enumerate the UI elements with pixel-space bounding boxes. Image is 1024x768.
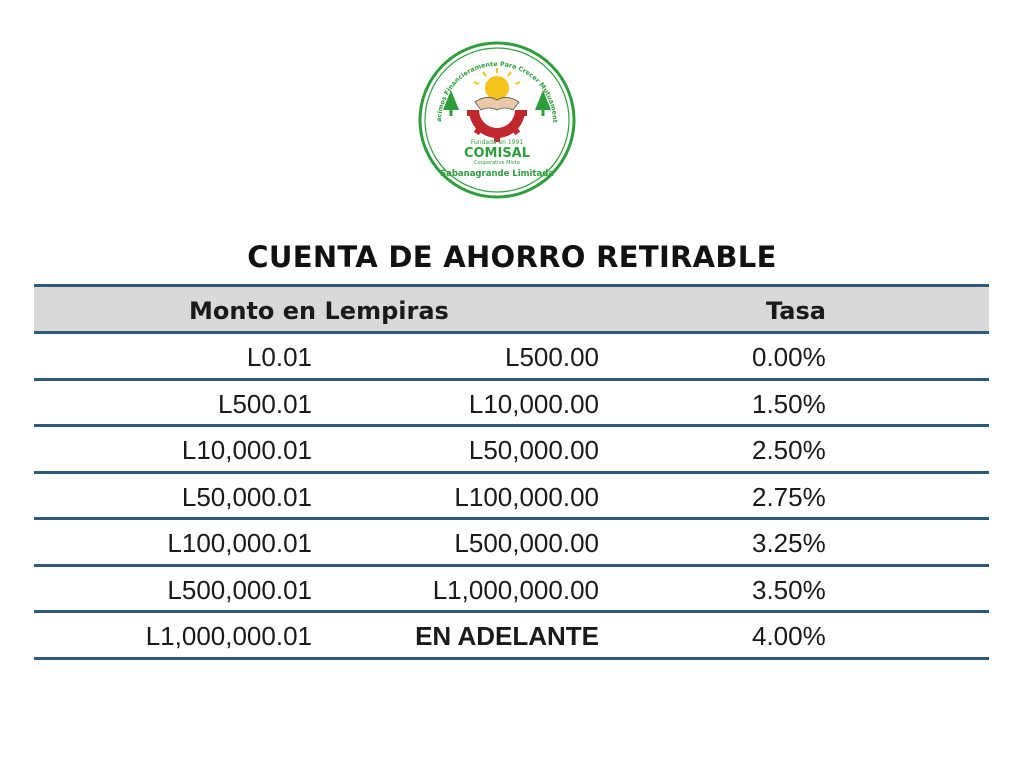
cell-from: L500.01 (218, 388, 312, 419)
cell-rate: 1.50% (752, 388, 826, 419)
page-title: CUENTA DE AHORRO RETIRABLE (247, 240, 777, 274)
cell-rate: 0.00% (752, 342, 826, 372)
comisal-logo: Nacimos Financieramente Para Crecer Mutu… (417, 40, 576, 199)
table-row: L0.01 L500.00 0.00% (34, 334, 989, 381)
cell-from: L1,000,000.01 (145, 621, 312, 651)
table-header: Monto en Lempiras Tasa (34, 284, 989, 334)
cell-from: L500,000.01 (167, 574, 312, 605)
table-row: L500,000.01 L1,000,000.00 3.50% (34, 567, 989, 613)
cell-to: L10,000.00 (468, 388, 599, 419)
cell-to: L50,000.00 (468, 435, 599, 465)
logo-bottom-text: Sabanagrande Limitada (440, 169, 554, 179)
table-row: L500.01 L10,000.00 1.50% (34, 381, 989, 427)
logo-name: COMISAL (464, 146, 530, 161)
logo-founded: Fundada en 1991 (471, 139, 523, 146)
cell-to: L100,000.00 (454, 481, 599, 512)
cell-from: L100,000.01 (167, 528, 312, 558)
table-row: L10,000.01 L50,000.00 2.50% (34, 427, 989, 474)
cell-to: L500,000.00 (454, 528, 599, 558)
table-row: L1,000,000.01 EN ADELANTE 4.00% (34, 613, 989, 660)
tree-icon (535, 90, 551, 116)
tree-icon (443, 90, 459, 116)
sun-icon (473, 68, 521, 100)
logo-subtitle: Cooperative Mixta (474, 160, 520, 166)
rates-table: Monto en Lempiras Tasa L0.01 L500.00 0.0… (34, 284, 989, 660)
table-row: L50,000.01 L100,000.00 2.75% (34, 474, 989, 520)
cell-from: L50,000.01 (181, 481, 312, 512)
cell-to: EN ADELANTE (415, 621, 599, 651)
cell-rate: 2.50% (752, 435, 826, 465)
table-row: L100,000.01 L500,000.00 3.25% (34, 520, 989, 567)
cell-rate: 3.25% (752, 528, 826, 558)
header-monto: Monto en Lempiras (189, 297, 449, 325)
cell-to: L1,000,000.00 (432, 574, 599, 605)
gear-icon (467, 110, 527, 142)
cell-to: L500.00 (505, 342, 599, 372)
cell-rate: 2.75% (752, 481, 826, 512)
handshake-icon (474, 97, 520, 111)
cell-rate: 3.50% (752, 574, 826, 605)
header-tasa: Tasa (766, 297, 826, 325)
cell-from: L0.01 (246, 342, 312, 372)
cell-from: L10,000.01 (181, 435, 312, 465)
cell-rate: 4.00% (752, 621, 826, 651)
